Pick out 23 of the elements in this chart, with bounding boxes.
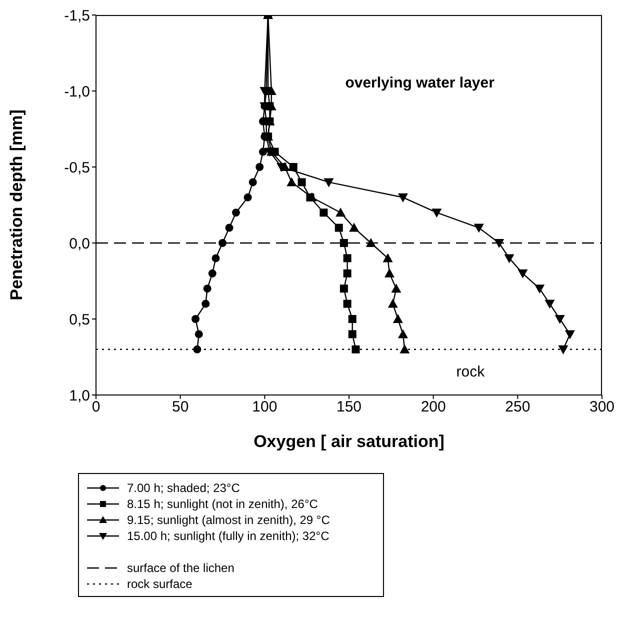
x-tick-label: 200 [420,398,446,416]
x-tick-label: 250 [505,398,530,416]
legend-label: 15.00 h; sunlight (fully in zenith); 32°C [127,528,330,544]
x-tick-label: 50 [172,398,189,416]
legend-label: rock surface [127,576,192,592]
y-tick-label: -1,5 [64,7,90,24]
y-tick-label: -0,5 [64,159,90,176]
annotation: overlying water layer [345,74,494,92]
x-tick-label: 300 [589,398,615,416]
x-tick-label: 0 [92,398,100,416]
legend-label: 9.15; sunlight (almost in zenith), 29 °C [127,512,330,528]
legend-label: surface of the lichen [127,560,234,576]
annotation: rock [456,364,485,381]
y-tick-label: 0,5 [69,311,90,328]
x-tick-label: 150 [336,398,362,416]
x-tick-label: 100 [252,398,278,416]
x-axis-title: Oxygen [ air saturation] [254,432,444,451]
y-tick-label: 0,0 [69,235,90,252]
legend-label: 8.15 h; sunlight (not in zenith), 26°C [127,496,318,512]
legend-label: 7.00 h; shaded; 23°C [127,480,240,496]
y-axis-title: Penetration depth [mm] [7,110,26,300]
y-tick-label: 1,0 [69,387,90,404]
y-tick-label: -1,0 [64,83,90,100]
